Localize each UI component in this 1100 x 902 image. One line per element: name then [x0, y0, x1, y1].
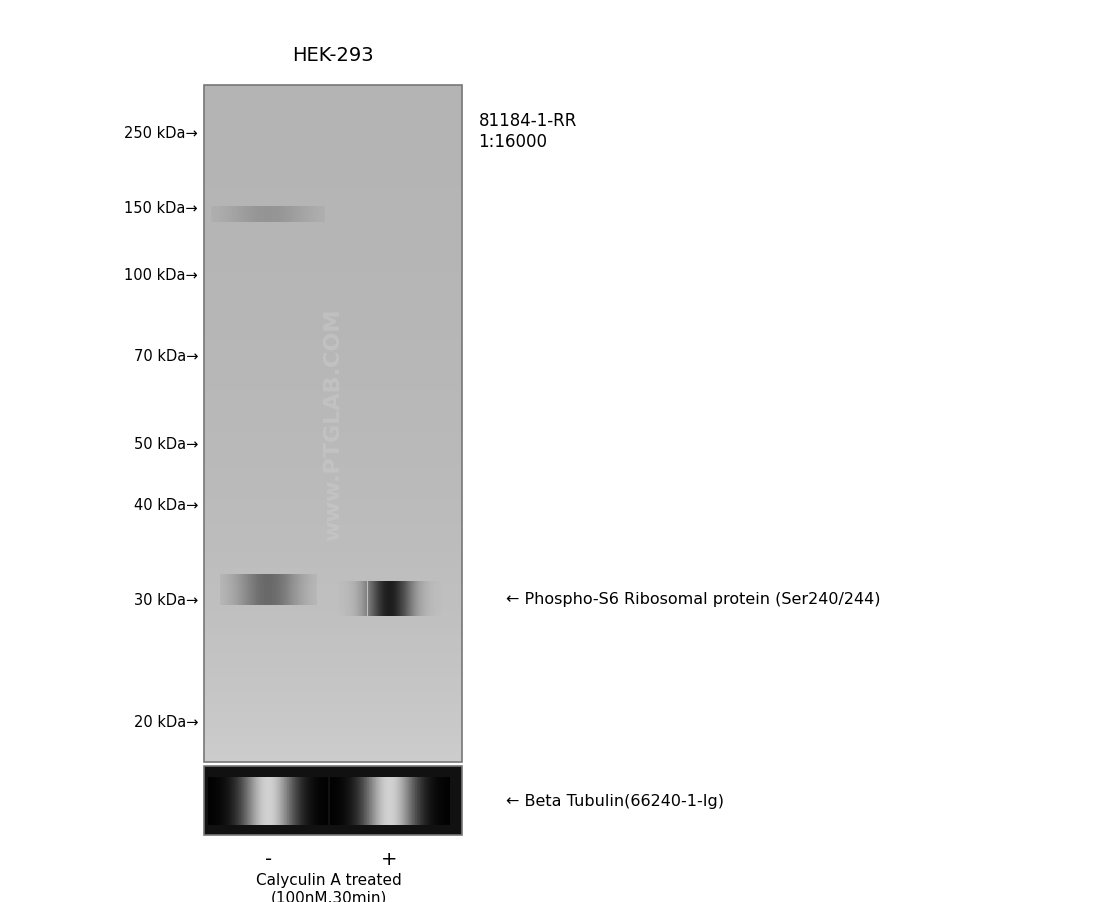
- Text: 150 kDa→: 150 kDa→: [124, 200, 198, 216]
- Bar: [204, 534, 462, 542]
- Bar: [204, 314, 462, 323]
- Bar: [204, 120, 462, 128]
- Bar: [204, 153, 462, 162]
- Bar: [204, 331, 462, 340]
- Bar: [204, 509, 462, 517]
- Bar: [204, 348, 462, 356]
- Bar: [204, 391, 462, 399]
- Bar: [204, 767, 462, 835]
- Bar: [204, 576, 462, 584]
- Bar: [204, 433, 462, 441]
- Bar: [204, 458, 462, 466]
- Text: -: -: [265, 850, 272, 869]
- Text: 100 kDa→: 100 kDa→: [124, 268, 198, 283]
- Bar: [204, 501, 462, 509]
- Bar: [204, 263, 462, 272]
- Bar: [204, 745, 462, 754]
- Bar: [204, 255, 462, 263]
- Bar: [204, 483, 462, 492]
- Bar: [204, 703, 462, 712]
- Bar: [204, 306, 462, 314]
- Bar: [204, 188, 462, 196]
- Bar: [204, 677, 462, 686]
- Bar: [204, 610, 462, 619]
- Bar: [204, 669, 462, 677]
- Bar: [204, 162, 462, 170]
- Text: Calyculin A treated
(100nM,30min): Calyculin A treated (100nM,30min): [256, 871, 402, 902]
- Bar: [204, 323, 462, 331]
- Text: 40 kDa→: 40 kDa→: [133, 498, 198, 513]
- Bar: [204, 399, 462, 408]
- Text: 70 kDa→: 70 kDa→: [133, 349, 198, 364]
- Text: www.PTGLAB.COM: www.PTGLAB.COM: [322, 308, 343, 540]
- Bar: [204, 627, 462, 636]
- Bar: [204, 594, 462, 602]
- Bar: [204, 636, 462, 644]
- Text: 81184-1-RR
1:16000: 81184-1-RR 1:16000: [478, 112, 576, 151]
- Text: 30 kDa→: 30 kDa→: [134, 593, 198, 607]
- Bar: [204, 298, 462, 306]
- Bar: [204, 86, 462, 95]
- Bar: [204, 551, 462, 559]
- Bar: [204, 542, 462, 551]
- Bar: [204, 729, 462, 737]
- Bar: [204, 652, 462, 661]
- Text: 20 kDa→: 20 kDa→: [133, 714, 198, 729]
- Bar: [204, 289, 462, 298]
- Bar: [204, 373, 462, 382]
- Bar: [204, 365, 462, 373]
- Bar: [204, 737, 462, 745]
- Bar: [204, 449, 462, 458]
- Bar: [204, 382, 462, 391]
- Bar: [204, 230, 462, 238]
- Bar: [204, 441, 462, 449]
- Bar: [204, 661, 462, 669]
- Bar: [204, 644, 462, 652]
- Text: ← Phospho-S6 Ribosomal protein (Ser240/244): ← Phospho-S6 Ribosomal protein (Ser240/2…: [506, 591, 880, 606]
- Bar: [204, 416, 462, 424]
- Bar: [204, 170, 462, 179]
- Bar: [204, 559, 462, 568]
- Bar: [204, 767, 462, 835]
- Bar: [204, 128, 462, 137]
- Bar: [204, 272, 462, 281]
- Bar: [204, 619, 462, 627]
- Bar: [204, 103, 462, 112]
- Bar: [204, 247, 462, 255]
- Bar: [204, 686, 462, 695]
- Bar: [204, 492, 462, 501]
- Bar: [204, 568, 462, 576]
- Bar: [204, 205, 462, 213]
- Bar: [204, 720, 462, 729]
- Text: ← Beta Tubulin(66240-1-Ig): ← Beta Tubulin(66240-1-Ig): [506, 794, 724, 808]
- Bar: [204, 408, 462, 416]
- Bar: [204, 474, 462, 483]
- Bar: [204, 213, 462, 221]
- Bar: [204, 754, 462, 762]
- Text: HEK-293: HEK-293: [292, 46, 374, 65]
- Bar: [204, 145, 462, 153]
- Bar: [204, 584, 462, 594]
- Text: 250 kDa→: 250 kDa→: [124, 126, 198, 141]
- Bar: [204, 95, 462, 103]
- Bar: [204, 179, 462, 188]
- Bar: [204, 137, 462, 145]
- Bar: [204, 712, 462, 720]
- Bar: [204, 424, 462, 433]
- Text: 50 kDa→: 50 kDa→: [133, 437, 198, 452]
- Bar: [204, 238, 462, 247]
- Bar: [204, 695, 462, 703]
- Bar: [204, 466, 462, 474]
- Bar: [204, 112, 462, 120]
- Bar: [204, 196, 462, 205]
- Bar: [204, 281, 462, 289]
- Bar: [204, 340, 462, 348]
- Bar: [204, 517, 462, 526]
- Bar: [204, 221, 462, 230]
- Bar: [204, 86, 462, 762]
- Bar: [204, 356, 462, 365]
- Text: +: +: [382, 850, 398, 869]
- Bar: [204, 602, 462, 610]
- Bar: [204, 526, 462, 534]
